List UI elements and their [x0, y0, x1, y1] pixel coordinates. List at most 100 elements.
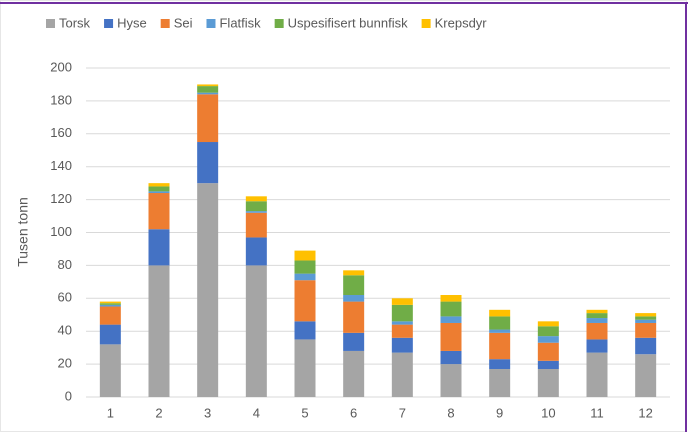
bar-segment: [391, 352, 413, 397]
legend-swatch: [421, 19, 431, 28]
bar-segment: [440, 364, 462, 397]
bar-segment: [391, 321, 413, 325]
bar-segment: [294, 280, 316, 322]
legend-swatch: [206, 19, 216, 28]
bar-segment: [294, 250, 316, 261]
y-tick-label: 200: [50, 59, 72, 74]
legend-label: Krepsdyr: [435, 15, 488, 30]
bar-segment: [489, 369, 511, 397]
x-tick-label: 2: [155, 405, 162, 420]
bar-segment: [537, 326, 559, 337]
bar-segment: [245, 212, 267, 238]
y-tick-label: 40: [58, 323, 72, 338]
bar-segment: [489, 309, 511, 317]
x-tick-label: 10: [541, 405, 555, 420]
bar-segment: [197, 92, 219, 95]
bar-segment: [148, 183, 170, 187]
bar-segment: [537, 342, 559, 361]
bar-segment: [343, 332, 365, 351]
bar-segment: [489, 316, 511, 330]
bar-segment: [537, 369, 559, 397]
bar-segment: [537, 360, 559, 370]
y-tick-label: 100: [50, 224, 72, 239]
bar-segment: [245, 237, 267, 266]
bar-segment: [148, 265, 170, 397]
y-tick-label: 60: [58, 290, 72, 305]
legend-label: Sei: [174, 15, 193, 30]
bar-segment: [635, 319, 657, 323]
bar-segment: [440, 295, 462, 302]
legend-swatch: [104, 19, 114, 28]
bar-segment: [586, 322, 608, 340]
legend-swatch: [274, 19, 284, 28]
bar-segment: [440, 350, 462, 365]
bar-segment: [99, 303, 121, 305]
x-tick-label: 11: [590, 405, 604, 420]
bar-segment: [245, 211, 267, 213]
bar-segment: [197, 94, 219, 143]
legend-label: Flatfisk: [219, 15, 261, 30]
bar-segment: [197, 84, 219, 87]
y-tick-label: 140: [50, 158, 72, 173]
bar-segment: [343, 301, 365, 333]
bar-segment: [245, 201, 267, 212]
bar-segment: [148, 191, 170, 194]
bar-segment: [99, 344, 121, 397]
bar-segment: [148, 193, 170, 230]
bar-segment: [391, 298, 413, 305]
legend-label: Hyse: [117, 15, 147, 30]
bar-segment: [99, 324, 121, 345]
legend-swatch: [46, 19, 55, 28]
bar-segment: [489, 332, 511, 360]
bar-segment: [635, 354, 657, 397]
x-tick-label: 1: [107, 405, 114, 420]
y-tick-label: 120: [50, 191, 72, 206]
bar-segment: [586, 309, 608, 314]
bar-segment: [343, 275, 365, 296]
bar-segment: [489, 329, 511, 333]
legend-label: Torsk: [59, 15, 91, 30]
bar-segment: [440, 316, 462, 323]
bar-segment: [343, 350, 365, 397]
y-tick-label: 180: [50, 92, 72, 107]
bar-segment: [440, 301, 462, 317]
y-tick-label: 20: [58, 356, 72, 371]
bar-segment: [586, 339, 608, 353]
bar-segment: [586, 313, 608, 319]
y-tick-label: 0: [65, 388, 72, 403]
bar-segment: [245, 196, 267, 202]
legend-swatch: [160, 19, 170, 28]
bar-segment: [197, 183, 219, 397]
x-tick-label: 12: [638, 405, 652, 420]
bar-segment: [391, 337, 413, 353]
bar-segment: [391, 324, 413, 338]
bar-segment: [343, 270, 365, 276]
bar-segment: [99, 304, 121, 307]
y-tick-label: 160: [50, 125, 72, 140]
legend-label: Uspesifisert bunnfisk: [288, 15, 408, 30]
x-tick-label: 5: [301, 405, 308, 420]
bar-segment: [294, 339, 316, 397]
bar-segment: [294, 260, 316, 274]
bar-segment: [635, 313, 657, 317]
bar-segment: [99, 306, 121, 325]
bar-segment: [537, 321, 559, 327]
y-axis-label: Tusen tonn: [15, 197, 31, 267]
bar-segment: [440, 322, 462, 351]
x-tick-label: 6: [350, 405, 357, 420]
bar-segment: [635, 316, 657, 320]
bar-segment: [148, 186, 170, 192]
bar-segment: [635, 337, 657, 355]
bar-segment: [343, 295, 365, 302]
x-tick-label: 7: [399, 405, 406, 420]
bar-segment: [586, 318, 608, 323]
x-tick-label: 3: [204, 405, 211, 420]
bar-segment: [586, 352, 608, 397]
bar-segment: [197, 142, 219, 184]
x-tick-label: 8: [447, 405, 454, 420]
x-tick-label: 4: [253, 405, 260, 420]
bar-segment: [245, 265, 267, 397]
bar-segment: [294, 273, 316, 281]
y-tick-label: 80: [58, 257, 72, 272]
